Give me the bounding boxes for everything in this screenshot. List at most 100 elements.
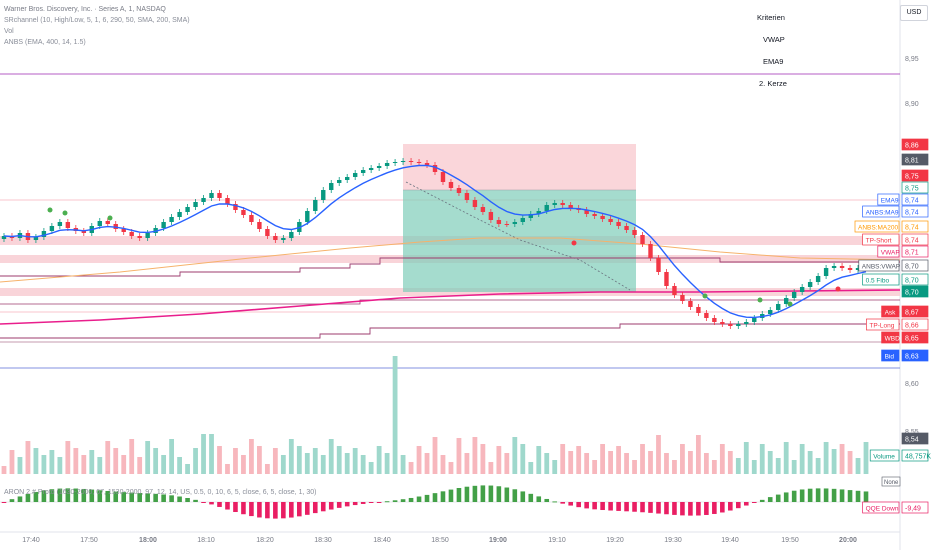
price-tag-box <box>866 318 900 331</box>
candle <box>249 215 254 222</box>
time-tick: 19:30 <box>664 537 682 544</box>
price-tick: 8,95 <box>905 56 919 63</box>
volume-bar <box>632 460 637 474</box>
oscillator-bar <box>512 489 518 502</box>
currency-button[interactable]: USD <box>900 5 928 21</box>
volume-bar <box>863 442 869 474</box>
volume-bar <box>217 446 222 474</box>
candle <box>560 203 565 205</box>
volume-bar <box>552 460 558 474</box>
oscillator-bar <box>249 502 254 517</box>
volume-bar <box>536 446 542 474</box>
candle <box>432 165 438 172</box>
candle <box>552 203 557 205</box>
oscillator-bar <box>336 502 342 508</box>
oscillator-bar <box>233 502 238 513</box>
signal-dot <box>47 207 53 213</box>
volume-bar <box>464 453 470 474</box>
candle <box>528 214 533 218</box>
time-tick: 17:50 <box>80 537 98 544</box>
candle <box>448 182 454 188</box>
volume-bar <box>727 451 733 474</box>
volume-bar <box>416 446 422 474</box>
oscillator-bar <box>225 502 230 510</box>
volume-bar <box>320 455 326 474</box>
volume-bar <box>241 455 246 474</box>
oscillator-bar <box>145 493 150 502</box>
oscillator-bar <box>416 496 422 502</box>
oscillator-legend[interactable]: ARON 2.# Proto (1630-2000, 07, 1530-2000… <box>4 489 317 496</box>
volume-bar <box>711 460 717 474</box>
volume-bar <box>680 444 685 474</box>
oscillator-bar <box>664 502 669 515</box>
volume-bar <box>249 439 254 474</box>
oscillator-bar <box>648 502 653 513</box>
candle <box>648 244 653 258</box>
price-label-box <box>901 181 929 194</box>
oscillator-bar <box>320 502 326 512</box>
candle <box>97 221 102 226</box>
trade-path <box>405 181 631 291</box>
volume-bar <box>528 462 534 474</box>
volume-bar <box>695 435 701 474</box>
oscillator-bar <box>265 502 270 519</box>
time-tick: 19:00 <box>489 537 507 544</box>
volume-bar <box>400 455 406 474</box>
price-label-box <box>901 273 929 286</box>
time-tick: 19:50 <box>781 537 799 544</box>
price-axis-label: 48,757K <box>905 454 931 461</box>
vwap-line <box>0 289 901 325</box>
price-label-box <box>901 285 929 298</box>
volume-bar <box>703 453 709 474</box>
candle <box>823 268 829 276</box>
volume-bar <box>616 446 621 474</box>
volume-bar <box>496 446 502 474</box>
legend-anbs[interactable]: ANBS (EMA, 400, 14, 1.5) <box>4 39 86 46</box>
candle <box>105 221 110 224</box>
price-tag-label: Bid <box>885 354 895 361</box>
candle <box>57 222 63 226</box>
candle <box>736 324 741 326</box>
volume-bar <box>9 450 15 474</box>
legend-volume[interactable]: Vol <box>4 28 14 35</box>
candle <box>855 268 861 270</box>
candle <box>799 287 805 292</box>
oscillator-bar <box>273 502 278 519</box>
oscillator-bar <box>73 488 79 502</box>
time-tick: 19:20 <box>606 537 624 544</box>
oscillator-bar <box>97 490 103 502</box>
candle <box>265 229 270 236</box>
candle <box>480 207 486 212</box>
oscillator-bar <box>352 502 358 506</box>
candle <box>161 222 166 228</box>
oscillator-bar <box>528 493 534 502</box>
price-tag-label: ANBS:MA9 <box>866 210 899 217</box>
volume-bar <box>161 455 167 474</box>
criteria-header: Kriterien <box>757 13 785 22</box>
volume-bar <box>568 451 574 474</box>
candle <box>440 172 446 182</box>
legend-srchannel[interactable]: SRchannel (10, High/Low, 5, 1, 6, 290, 5… <box>4 17 190 24</box>
candle <box>752 318 757 322</box>
oscillator-bar <box>304 502 310 515</box>
time-tick: 17:40 <box>22 537 40 544</box>
signal-dot <box>787 301 793 307</box>
volume-bar <box>137 457 143 474</box>
candle <box>632 230 637 235</box>
price-label-box <box>901 259 929 272</box>
oscillator-bar <box>831 488 837 502</box>
symbol-title[interactable]: Warner Bros. Discovery, Inc. · Series A,… <box>4 6 166 13</box>
candle <box>49 226 55 231</box>
price-tag-box <box>881 349 900 362</box>
price-tag-label: QQE Down <box>866 506 899 513</box>
candle <box>233 204 238 210</box>
oscillator-bar <box>368 502 374 503</box>
price-axis-label: 8,70 <box>905 290 919 297</box>
volume-bar <box>592 460 598 474</box>
volume-bar <box>688 451 693 474</box>
price-tag-label: ANBS:VWAP <box>862 264 900 271</box>
volume-bar <box>41 455 47 474</box>
candle <box>624 226 629 230</box>
price-tag-box <box>862 501 900 514</box>
